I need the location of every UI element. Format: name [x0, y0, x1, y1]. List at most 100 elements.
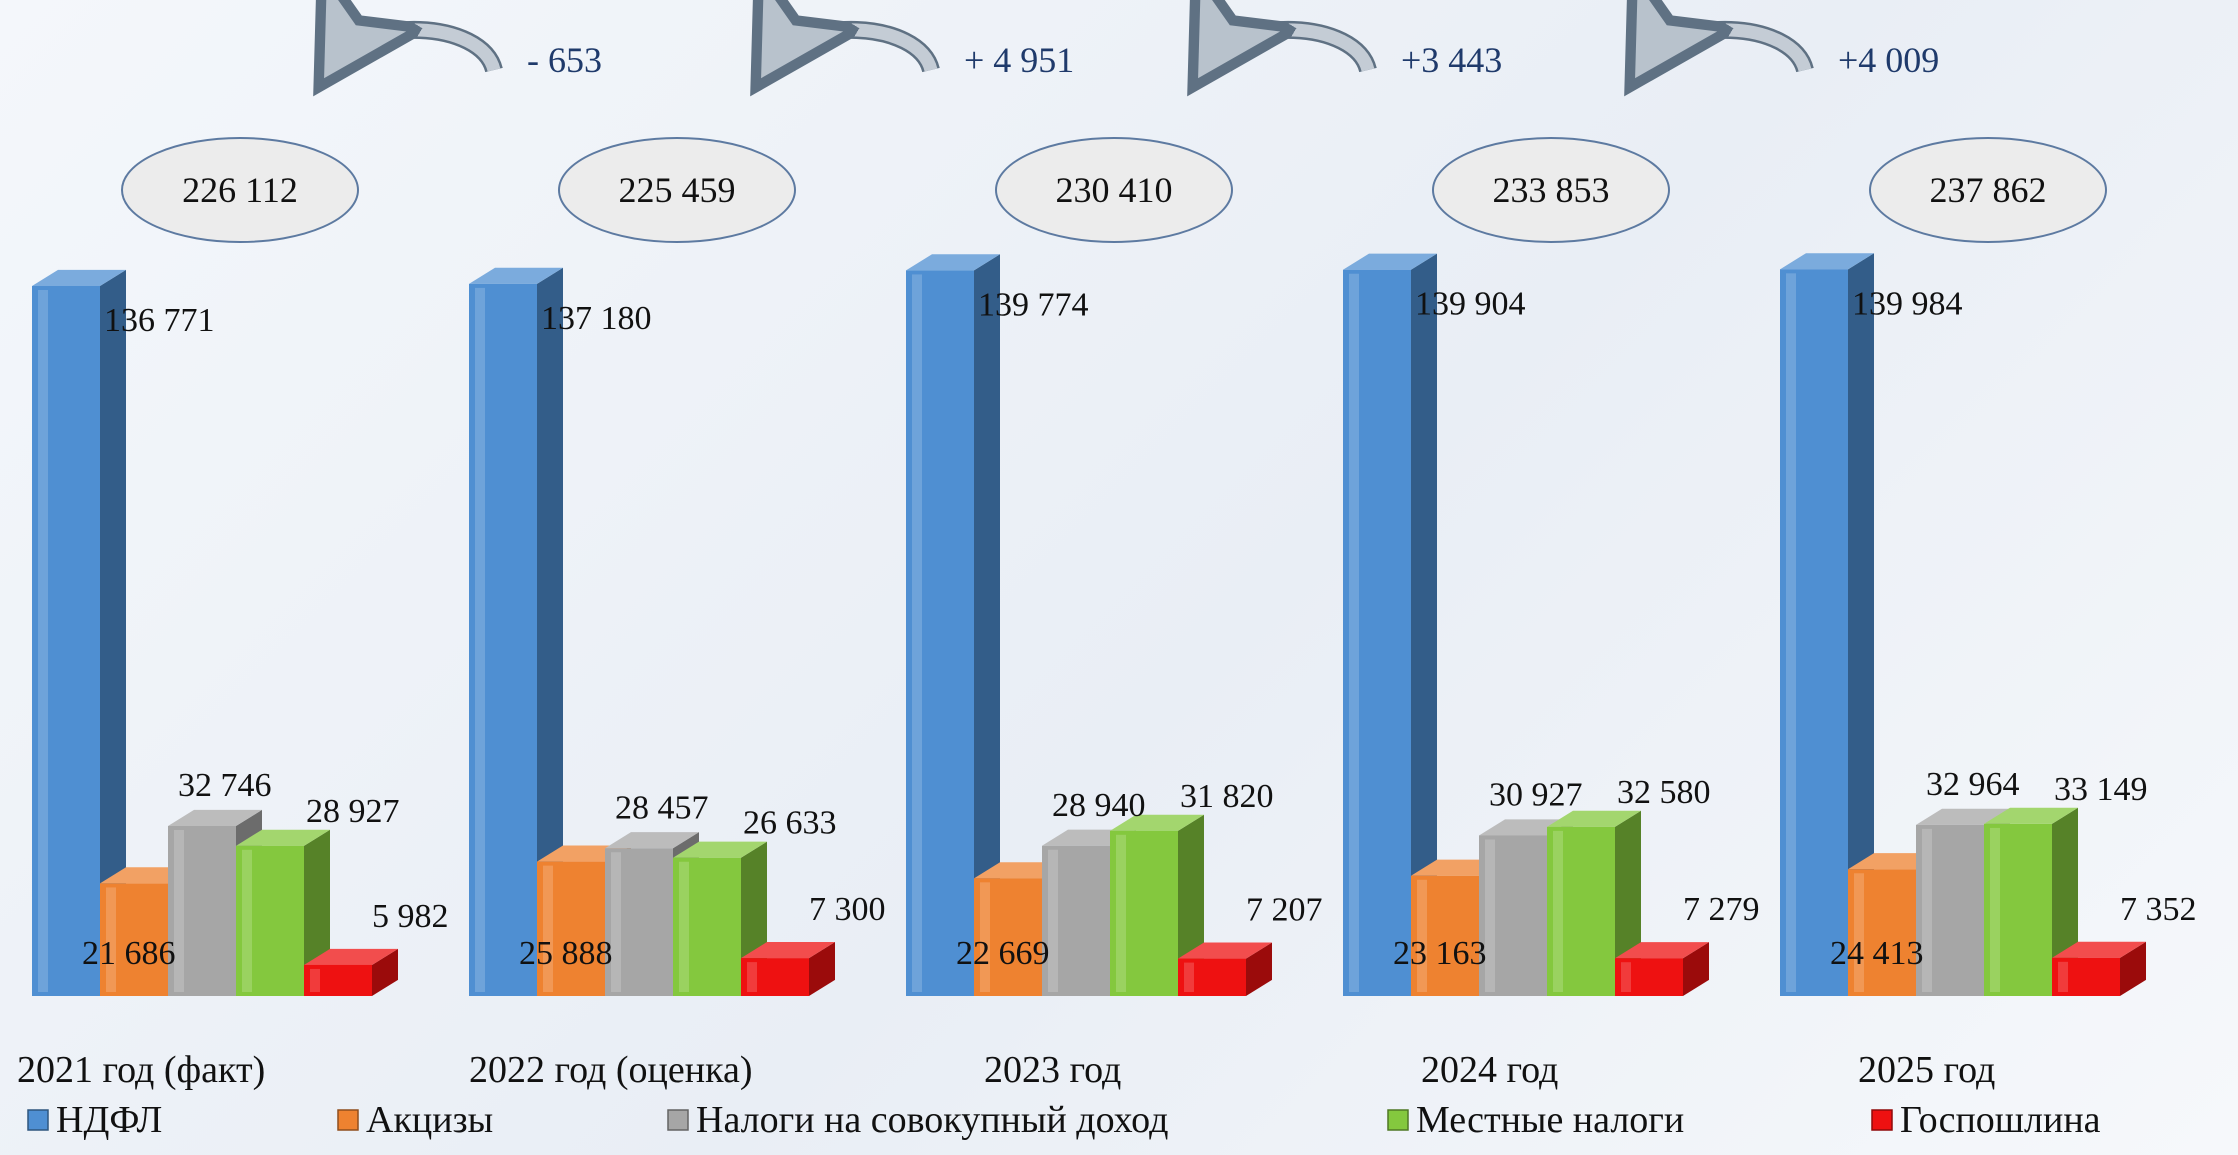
bar-gosposhlina-3-side [1246, 942, 1272, 996]
label-gosposhlina-1: 5 982 [372, 898, 449, 935]
label-ndfl-3: 139 774 [978, 286, 1089, 323]
bar-akcizy-2-front [537, 861, 605, 996]
bar-mestnye-4-front [1547, 826, 1615, 996]
bar-ndfl-5-front [1780, 269, 1848, 996]
totals-layer: 226 112 225 459 230 410 233 853 237 862 [121, 137, 2107, 243]
bar-mestnye-1-front [236, 845, 304, 996]
label-akcizy-5: 24 413 [1830, 935, 1924, 972]
bar-ndfl-5 [1780, 253, 1874, 996]
bar-sovokupnyj-4-highlight [1485, 839, 1495, 992]
bar-ndfl-1 [32, 269, 126, 996]
bar-gosposhlina-5 [2052, 941, 2146, 996]
bar-ndfl-3-highlight [912, 274, 922, 992]
label-mestnye-3: 31 820 [1180, 778, 1274, 815]
bar-ndfl-4 [1343, 253, 1437, 997]
bar-gosposhlina-1-front [304, 964, 372, 996]
change-arrow-1 [332, 30, 501, 70]
label-sovokupnyj-1: 32 746 [178, 767, 272, 804]
bar-sovokupnyj-3-front [1042, 845, 1110, 996]
total-value-1: 226 112 [182, 170, 298, 210]
bar-mestnye-3-top [1110, 814, 1204, 831]
change-value-2: + 4 951 [964, 40, 1074, 80]
bar-ndfl-3 [906, 254, 1000, 996]
legend-swatch-gosposhlina [1871, 1109, 1893, 1131]
label-sovokupnyj-2: 28 457 [615, 789, 709, 826]
bar-sovokupnyj-3-highlight [1048, 849, 1058, 992]
bar-gosposhlina-1-highlight [310, 968, 320, 992]
total-value-2: 225 459 [619, 170, 736, 210]
label-gosposhlina-2: 7 300 [809, 891, 886, 928]
category-label-3: 2023 год [984, 1049, 1121, 1091]
bar-gosposhlina-3-highlight [1184, 962, 1194, 992]
label-ndfl-2: 137 180 [541, 300, 652, 337]
label-akcizy-3: 22 669 [956, 935, 1050, 972]
label-akcizy-1: 21 686 [82, 935, 176, 972]
bar-mestnye-4-top [1547, 810, 1641, 827]
bar-ndfl-2-highlight [475, 287, 485, 992]
bar-gosposhlina-1 [304, 948, 398, 996]
legend-label-sovokupnyj: Налоги на совокупный доход [696, 1099, 1168, 1141]
bar-gosposhlina-3-front [1178, 958, 1246, 996]
bar-ndfl-3-side [974, 254, 1000, 996]
bar-gosposhlina-4-front [1615, 958, 1683, 996]
bar-gosposhlina-5-top [2052, 941, 2146, 958]
bar-ndfl-1-top [32, 269, 126, 286]
label-ndfl-1: 136 771 [104, 302, 215, 339]
bar-mestnye-5-highlight [1990, 827, 2000, 992]
bar-ndfl-4-highlight [1349, 273, 1359, 992]
bar-gosposhlina-3 [1178, 942, 1272, 996]
bar-gosposhlina-1-side [372, 948, 398, 996]
label-ndfl-5: 139 984 [1852, 285, 1963, 322]
total-ellipse-4 [1432, 137, 1670, 243]
label-sovokupnyj-3: 28 940 [1052, 787, 1146, 824]
bar-mestnye-5-front [1984, 823, 2052, 996]
label-ndfl-4: 139 904 [1415, 286, 1526, 323]
total-value-3: 230 410 [1056, 170, 1173, 210]
bar-ndfl-2-top [469, 267, 563, 284]
bars-layer [32, 253, 2146, 997]
legend-label-mestnye: Местные налоги [1416, 1099, 1684, 1141]
bar-akcizy-4-highlight [1417, 879, 1427, 992]
bar-akcizy-3-front [974, 878, 1042, 996]
labels-layer: 136 771 21 686 32 746 28 927 5 982 137 180 25 … [82, 285, 2197, 972]
total-value-5: 237 862 [1930, 170, 2047, 210]
bar-ndfl-4-front [1343, 269, 1411, 996]
bar-ndfl-3-top [906, 254, 1000, 271]
total-ellipse-1 [121, 137, 359, 243]
label-mestnye-1: 28 927 [306, 793, 400, 830]
change-arrow-2 [769, 30, 938, 70]
bar-ndfl-3-front [906, 270, 974, 996]
bar-sovokupnyj-2-front [605, 848, 673, 996]
bar-ndfl-2-front [469, 283, 537, 996]
bar-mestnye-1-top [236, 829, 330, 846]
bar-sovokupnyj-5-top [1916, 808, 2010, 825]
legend-layer: НДФЛ Акцизы Налоги на совокупный доход Мест… [27, 1099, 2101, 1141]
bar-ndfl-2-side [537, 267, 563, 996]
legend-swatch-akcizy [337, 1109, 359, 1131]
bar-gosposhlina-4-side [1683, 942, 1709, 996]
total-ellipse-3 [995, 137, 1233, 243]
bar-akcizy-4-front [1411, 875, 1479, 996]
bar-gosposhlina-4-top [1615, 942, 1709, 959]
bar-ndfl-1-front [32, 286, 100, 996]
bar-akcizy-3-highlight [980, 882, 990, 992]
bar-mestnye-3-front [1110, 830, 1178, 996]
bar-gosposhlina-2-top [741, 941, 835, 959]
change-arrow-4 [1643, 30, 1812, 70]
bar-gosposhlina-2-front [741, 958, 809, 996]
category-label-1: 2021 год (факт) [17, 1049, 265, 1091]
bar-sovokupnyj-5-front [1916, 824, 1984, 996]
legend-swatch-mestnye [1387, 1109, 1409, 1131]
label-mestnye-4: 32 580 [1617, 774, 1711, 811]
bar-gosposhlina-2-side [809, 941, 835, 996]
bar-ndfl-5-highlight [1786, 273, 1796, 992]
bar-mestnye-5-top [1984, 807, 2078, 824]
total-ellipse-5 [1869, 137, 2107, 243]
total-ellipse-2 [558, 137, 796, 243]
label-mestnye-2: 26 633 [743, 805, 837, 842]
bar-ndfl-4-top [1343, 253, 1437, 270]
bar-akcizy-5-highlight [1854, 873, 1864, 992]
category-label-4: 2024 год [1421, 1049, 1558, 1091]
bar-gosposhlina-4 [1615, 942, 1709, 996]
